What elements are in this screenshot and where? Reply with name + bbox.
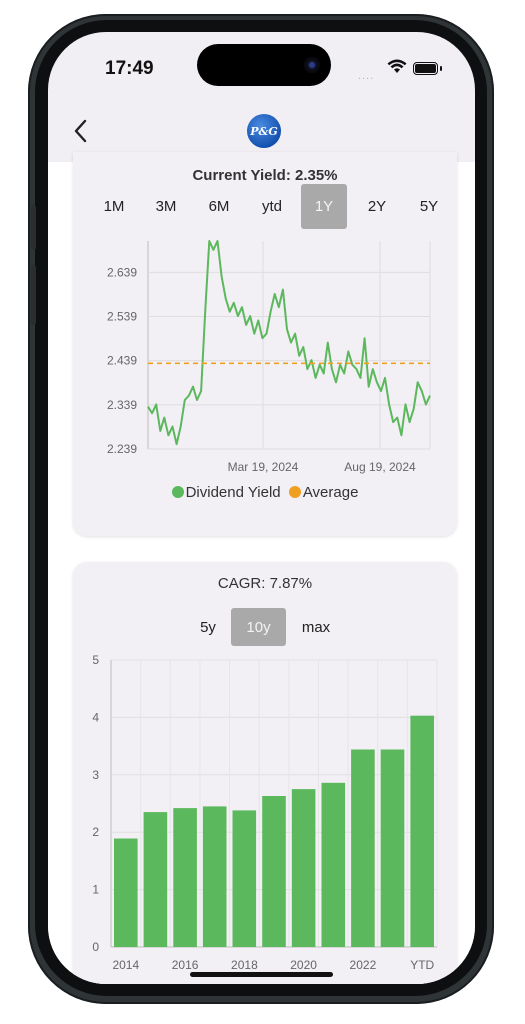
tab-3m[interactable]: 3M — [155, 198, 177, 215]
dividend-yield-chart: 2.239 2.339 2.439 2.539 2.639 Mar 19, 2024 Aug… — [107, 240, 431, 474]
bar-2020 — [291, 789, 316, 947]
tab-5y-period[interactable]: 5y — [200, 618, 216, 636]
camera-icon — [304, 57, 320, 73]
tab-1y[interactable]: 1Y — [301, 184, 347, 229]
x-tick-label: 2014 — [112, 958, 139, 972]
tab-2y[interactable]: 2Y — [367, 198, 387, 215]
x-tick-label: Mar 19, 2024 — [228, 460, 299, 474]
y-tick-label: 2.539 — [107, 310, 137, 324]
cagr-card: CAGR: 7.87% 5y 10y max 0 1 2 3 4 5 2014 2016 201… — [73, 562, 457, 984]
y-tick-label: 0 — [92, 940, 99, 954]
bar-YTD — [410, 715, 434, 947]
y-tick-label: 2.439 — [107, 354, 137, 368]
battery-icon — [413, 62, 442, 75]
bar-2022 — [351, 749, 375, 947]
status-time: 17:49 — [105, 58, 154, 79]
y-tick-label: 2.339 — [107, 398, 137, 412]
bar-2019 — [262, 796, 286, 947]
tab-ytd[interactable]: ytd — [261, 198, 282, 215]
bar-2018 — [232, 810, 257, 947]
dividend-yield-card: Current Yield: 2.35% 1M 3M 6M ytd 1Y 2Y … — [73, 152, 457, 536]
bar-2014 — [114, 838, 138, 947]
company-logo: P&G — [247, 114, 281, 148]
tab-6m[interactable]: 6M — [208, 198, 230, 215]
dividend-yield-line — [147, 240, 431, 446]
x-tick-label: 2022 — [350, 958, 377, 972]
scroll-area: Current Yield: 2.35% 1M 3M 6M ytd 1Y 2Y … — [48, 152, 475, 984]
x-tick-label: 2018 — [231, 958, 258, 972]
x-tick-label: YTD — [410, 958, 434, 972]
period-tabs: 5y 10y max — [73, 608, 457, 648]
signal-icon: .... — [358, 70, 375, 82]
tab-1m[interactable]: 1M — [103, 198, 125, 215]
y-tick-label: 2 — [92, 825, 99, 839]
orange-dot-icon — [288, 486, 301, 498]
x-tick-label: 2016 — [172, 958, 199, 972]
range-tabs: 1M 3M 6M ytd 1Y 2Y 5Y — [85, 184, 449, 230]
bar-2017 — [202, 806, 227, 947]
volume-button — [31, 265, 36, 325]
y-tick-label: 4 — [92, 710, 99, 724]
wifi-icon — [387, 59, 407, 73]
back-button[interactable] — [70, 116, 92, 146]
y-tick-label: 2.239 — [107, 442, 137, 456]
y-tick-label: 1 — [92, 883, 99, 897]
cagr-title: CAGR: 7.87% — [217, 575, 313, 592]
y-tick-label: 5 — [92, 653, 99, 667]
bar-2021 — [321, 782, 346, 947]
side-button — [31, 205, 36, 250]
legend-dividend-yield[interactable]: Dividend Yield — [171, 484, 281, 501]
legend-label-average: Average — [302, 484, 359, 501]
chevron-left-icon — [74, 119, 87, 143]
bar-2015 — [143, 812, 168, 947]
x-tick-label: Aug 19, 2024 — [344, 460, 416, 474]
tab-5y[interactable]: 5Y — [419, 198, 439, 215]
x-tick-label: 2020 — [290, 958, 317, 972]
tab-max-period[interactable]: max — [301, 618, 331, 636]
chart-legend: Dividend Yield Average — [73, 484, 457, 501]
bar-2023 — [380, 749, 405, 947]
green-dot-icon — [171, 486, 184, 498]
home-indicator[interactable] — [190, 972, 333, 977]
tab-10y-period[interactable]: 10y — [231, 608, 286, 646]
bar-2016 — [173, 808, 197, 947]
current-yield-title: Current Yield: 2.35% — [192, 167, 338, 184]
screen: 17:49 .... P&G Current Yield: 2.35% 1M 3… — [48, 32, 475, 984]
legend-label-dividend-yield: Dividend Yield — [185, 484, 281, 501]
y-tick-label: 2.639 — [107, 265, 137, 279]
legend-average[interactable]: Average — [288, 484, 359, 501]
y-tick-label: 3 — [92, 768, 99, 782]
dividend-bar-chart: 0 1 2 3 4 5 2014 2016 2018 2020 2022 YTD — [92, 653, 438, 972]
